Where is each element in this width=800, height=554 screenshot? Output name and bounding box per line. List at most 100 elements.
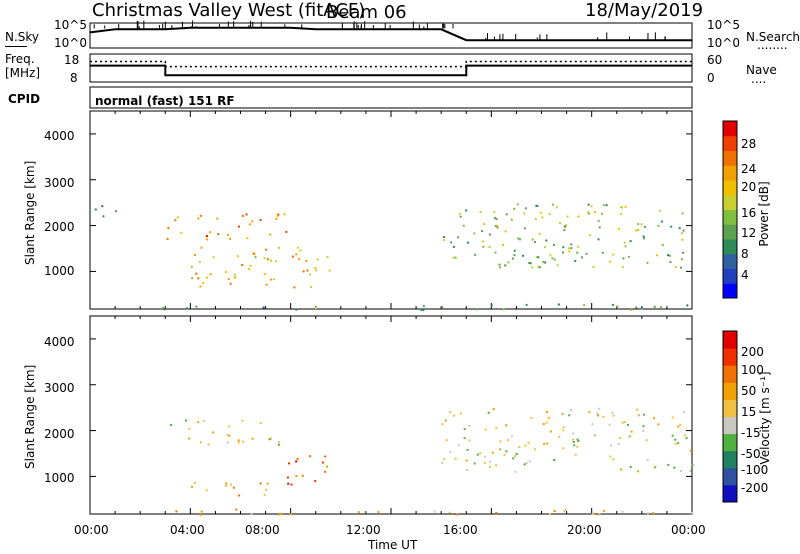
freq-label: Freq.	[5, 52, 35, 66]
velocity-heatmap-cell	[479, 452, 482, 455]
power-heatmap-cell	[534, 241, 536, 243]
velocity-heatmap-cell	[488, 466, 491, 468]
power-colorbar-swatch	[723, 194, 737, 210]
velocity-heatmap-cell	[205, 489, 208, 492]
power-heatmap-cell	[176, 216, 179, 219]
power-heatmap-cell	[548, 212, 551, 215]
power-heatmap-cell	[498, 263, 501, 266]
power-heatmap-cell	[565, 224, 568, 227]
power-heatmap-cell	[544, 261, 547, 264]
nsky-legend-line	[5, 46, 27, 47]
power-heatmap-cell	[452, 245, 455, 248]
power-heatmap-cell	[198, 261, 201, 264]
power-heatmap-cell	[259, 219, 262, 222]
velocity-heatmap-cell	[623, 421, 626, 423]
power-heatmap-cell	[563, 225, 566, 228]
velocity-heatmap-cell	[667, 463, 670, 466]
power-colorbar-swatch	[723, 224, 737, 240]
power-heatmap-cell	[162, 306, 164, 309]
power-heatmap-cell	[598, 226, 601, 229]
velocity-heatmap-cell	[324, 455, 327, 458]
power-heatmap-cell	[601, 251, 604, 254]
power-heatmap-cell	[634, 229, 637, 232]
velocity-heatmap-cell	[683, 411, 685, 414]
power-heatmap-cell	[617, 227, 620, 230]
power-heatmap-cell	[566, 215, 569, 218]
power-cbar-tick-20: 20	[741, 180, 757, 194]
velocity-heatmap-cell	[197, 421, 200, 424]
velocity-heatmap-cell	[443, 458, 446, 461]
power-heatmap-cell	[583, 304, 586, 306]
power-heatmap-cell	[576, 251, 579, 254]
power-heatmap-cell	[624, 205, 627, 208]
power-heatmap-cell	[248, 268, 251, 271]
power-colorbar-swatch	[723, 209, 737, 225]
xtick-2400: 00:00	[671, 523, 706, 537]
power-heatmap-cell	[542, 261, 545, 263]
power-heatmap-cell	[229, 237, 232, 240]
velocity-heatmap-cell	[637, 414, 640, 417]
nave-legend-line: ....	[751, 72, 767, 86]
xtick-1200: 12:00	[346, 523, 381, 537]
power-heatmap-cell	[167, 227, 170, 230]
xtick-2000: 20:00	[567, 523, 602, 537]
power-heatmap-cell	[174, 219, 177, 222]
power-heatmap-cell	[568, 250, 571, 253]
velocity-heatmap-cell	[610, 444, 612, 447]
power-heatmap-cell	[195, 272, 198, 275]
velocity-heatmap-cell	[685, 437, 688, 440]
velocity-heatmap-cell	[193, 482, 196, 484]
power-heatmap-cell	[94, 208, 97, 211]
velocity-heatmap-cell	[553, 459, 556, 462]
power-heatmap-cell	[541, 216, 544, 219]
velocity-colorbar-frame	[722, 330, 738, 503]
velocity-heatmap-cell	[185, 419, 187, 422]
velocity-heatmap-cell	[191, 485, 193, 488]
power-heatmap-cell	[553, 258, 556, 261]
power-heatmap-cell	[494, 217, 497, 220]
power-heatmap-cell	[277, 213, 280, 216]
power-heatmap-cell	[209, 273, 212, 276]
velocity-heatmap-cell	[453, 414, 455, 417]
power-heatmap-cell	[661, 244, 664, 247]
velocity-heatmap-cell	[630, 430, 633, 433]
velocity-heatmap-cell	[235, 508, 238, 511]
velocity-heatmap-cell	[266, 482, 269, 485]
power-heatmap-cell	[251, 220, 254, 223]
velocity-heatmap-cell	[250, 512, 253, 515]
velocity-heatmap-cell	[444, 419, 447, 422]
power-heatmap-cell	[328, 269, 331, 272]
velocity-heatmap-cell	[278, 514, 281, 516]
velocity-heatmap-cell	[259, 422, 262, 424]
velocity-heatmap-cell	[593, 434, 596, 437]
power-heatmap-cell	[592, 266, 595, 268]
velocity-heatmap-cell	[653, 417, 655, 420]
power-heatmap-cell	[443, 236, 446, 238]
velocity-heatmap-cell	[314, 480, 317, 483]
velocity-heatmap-cell	[433, 510, 436, 513]
velocity-heatmap-cell	[188, 427, 191, 430]
velocity-heatmap-cell	[324, 470, 327, 473]
sky-panel-frame	[89, 22, 693, 49]
velocity-heatmap-cell	[199, 513, 202, 516]
velocity-heatmap-cell	[573, 444, 576, 447]
freq-left-tick-bottom: 8	[70, 71, 78, 85]
power-heatmap-cell	[587, 211, 589, 214]
velocity-heatmap-cell	[612, 458, 615, 461]
power-heatmap-cell	[537, 265, 540, 268]
power-heatmap-cell	[262, 306, 265, 309]
x-axis-label: Time UT	[368, 538, 418, 552]
velocity-heatmap-cell	[495, 464, 498, 467]
power-heatmap-cell	[531, 238, 534, 241]
velocity-heatmap-cell	[545, 421, 548, 424]
power-heatmap-cell	[670, 225, 673, 228]
velocity-heatmap-cell	[237, 439, 240, 442]
sky-left-tick-bottom: 10^0	[54, 36, 87, 50]
power-heatmap-cell	[266, 258, 269, 261]
velocity-heatmap-cell	[621, 421, 624, 424]
power-heatmap-cell	[667, 254, 669, 257]
power-heatmap-cell	[285, 230, 288, 233]
velocity-heatmap-cell	[489, 460, 492, 463]
power-heatmap-cell	[681, 238, 684, 241]
velocity-heatmap-cell	[596, 412, 599, 415]
